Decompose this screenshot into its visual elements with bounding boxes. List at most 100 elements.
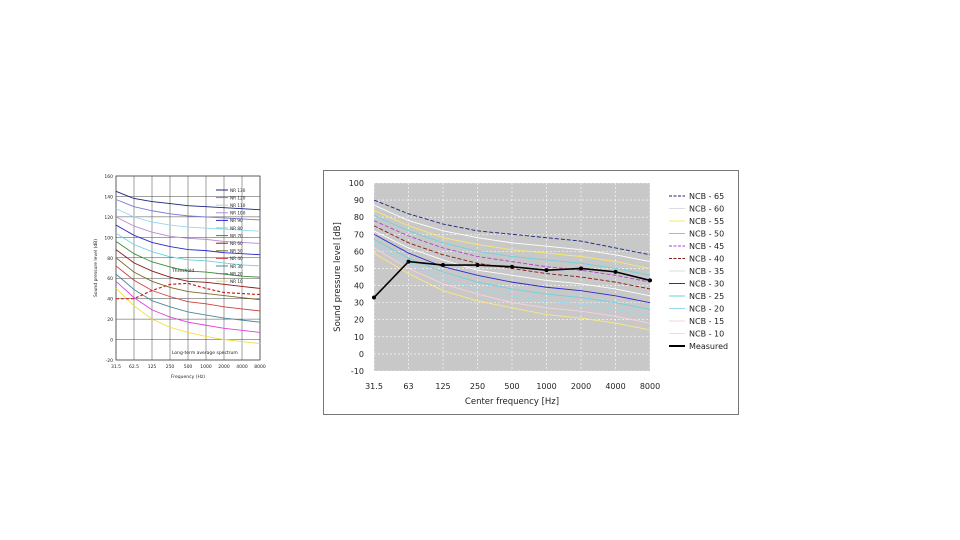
series-line-nr-60: [115, 249, 261, 289]
measured-point: [613, 269, 618, 274]
x-tick-label: 1000: [536, 382, 556, 391]
legend-label: NCB - 15: [689, 317, 724, 326]
x-tick-label: 250: [470, 382, 485, 391]
legend-label: NR 80: [230, 226, 243, 231]
series-line-ncb-50: [373, 215, 651, 276]
nr-curves-chart: 160 140 120 100 80 60 40 20 0 -20 31.5 62.5 125 250 50…: [88, 168, 268, 386]
measured-point: [579, 266, 583, 271]
series-line-nr-90: [115, 224, 261, 256]
measured-point: [510, 264, 514, 269]
y-tick-label: 0: [359, 350, 364, 359]
y-tick-label: -10: [351, 367, 364, 376]
y-tick-label: 70: [354, 230, 364, 239]
legend-label: NCB - 25: [689, 292, 724, 301]
legend-label: NR 30: [230, 264, 243, 269]
x-tick-label: 31.5: [365, 382, 383, 391]
x-tick-label: 125: [435, 382, 450, 391]
y-axis-label: Sound pressure level (dB): [93, 239, 99, 297]
series-line-ncb-30: [373, 233, 651, 304]
series-line-ncb-15: [373, 247, 651, 324]
series-line-nr-70: [115, 241, 261, 278]
measured-point: [441, 263, 445, 268]
series-line-nr-30: [115, 273, 261, 323]
y-tick-label: 90: [354, 196, 364, 205]
legend-label: NR 40: [230, 256, 243, 261]
y-tick-label: 50: [354, 264, 364, 273]
legend-label: NR 90: [230, 218, 243, 223]
legend-label: NR 130: [230, 188, 246, 193]
x-axis-label: Frequency (Hz): [171, 374, 205, 380]
series-line-ncb-35: [373, 230, 651, 297]
measured-point: [648, 278, 652, 283]
legend-label: NCB - 10: [689, 330, 724, 339]
x-tick-label: 2000: [218, 364, 230, 370]
series-line-nr-100: [115, 216, 261, 244]
ncb-curves-chart: 100 90 80 70 60 50 40 30 20 10 0 -10 31.5 63 125 250 500…: [323, 170, 739, 415]
series-line-nr-80: [115, 232, 261, 267]
annotation-threshold: Threshold: [171, 268, 194, 274]
series-line-nr-50: [115, 257, 261, 301]
legend-label: NR 100: [230, 211, 246, 216]
measured-point: [372, 295, 376, 300]
series-line-ncb-60: [373, 204, 651, 263]
legend-label: NR 110: [230, 203, 246, 208]
y-tick-label: 20: [107, 317, 113, 323]
y-tick-label: 100: [104, 235, 113, 241]
legend-label: NR 60: [230, 241, 243, 246]
x-tick-label: 250: [166, 364, 175, 370]
x-tick-label: 63: [403, 382, 413, 391]
y-tick-label: 80: [354, 213, 364, 222]
y-tick-label: 20: [354, 316, 364, 325]
legend-box: [667, 190, 737, 355]
legend-label: NR 70: [230, 233, 243, 238]
legend-label: NCB - 20: [689, 305, 724, 314]
measured-point: [544, 268, 549, 273]
legend-label: NCB - 35: [689, 267, 724, 276]
y-tick-label: 80: [107, 256, 113, 262]
y-tick-label: -20: [106, 358, 113, 364]
series-line-ncb-45: [373, 220, 651, 283]
x-tick-label: 500: [184, 364, 193, 370]
series-line-nr-40: [115, 265, 261, 312]
legend-label: NR 50: [230, 249, 243, 254]
y-tick-label: 30: [354, 299, 364, 308]
x-tick-label: 8000: [640, 382, 660, 391]
y-tick-label: 100: [349, 179, 364, 188]
legend-label: NR 10: [230, 279, 243, 284]
legend-label: NR 20: [230, 271, 243, 276]
annotation-ltas: Long-term average spectrum: [172, 350, 238, 356]
x-tick-label: 500: [504, 382, 519, 391]
x-tick-label: 125: [148, 364, 157, 370]
series-line-nr-130: [115, 190, 261, 211]
series-line-nr-10: [115, 288, 261, 345]
legend-label: NCB - 65: [689, 192, 724, 201]
series-line-ncb-65: [373, 199, 651, 256]
y-tick-label: 140: [104, 194, 113, 200]
series-line-nr-20: [115, 280, 261, 333]
x-tick-label: 4000: [236, 364, 248, 370]
series-line-ncb-10: [373, 252, 651, 331]
y-axis-label: Sound pressure level [dB]: [333, 222, 343, 332]
legend-label: NCB - 40: [689, 255, 724, 264]
x-tick-label: 62.5: [129, 364, 139, 370]
legend-label: NR 120: [230, 195, 246, 200]
legend-label: NCB - 30: [689, 280, 724, 289]
measured-point: [475, 263, 480, 268]
series-line-ncb-20: [373, 244, 651, 317]
y-tick-label: 40: [107, 297, 113, 303]
x-axis-label: Center frequency [Hz]: [465, 397, 559, 407]
y-tick-label: 160: [104, 174, 113, 180]
y-tick-label: 0: [110, 338, 113, 344]
legend-label: NCB - 45: [689, 242, 724, 251]
legend-label: NCB - 55: [689, 217, 724, 226]
y-tick-label: 40: [354, 282, 364, 291]
y-tick-label: 60: [107, 276, 113, 282]
x-tick-label: 4000: [605, 382, 625, 391]
y-tick-label: 60: [354, 247, 364, 256]
x-tick-label: 8000: [254, 364, 266, 370]
series-line-nr-120: [115, 199, 261, 221]
y-tick-label: 10: [354, 333, 364, 342]
